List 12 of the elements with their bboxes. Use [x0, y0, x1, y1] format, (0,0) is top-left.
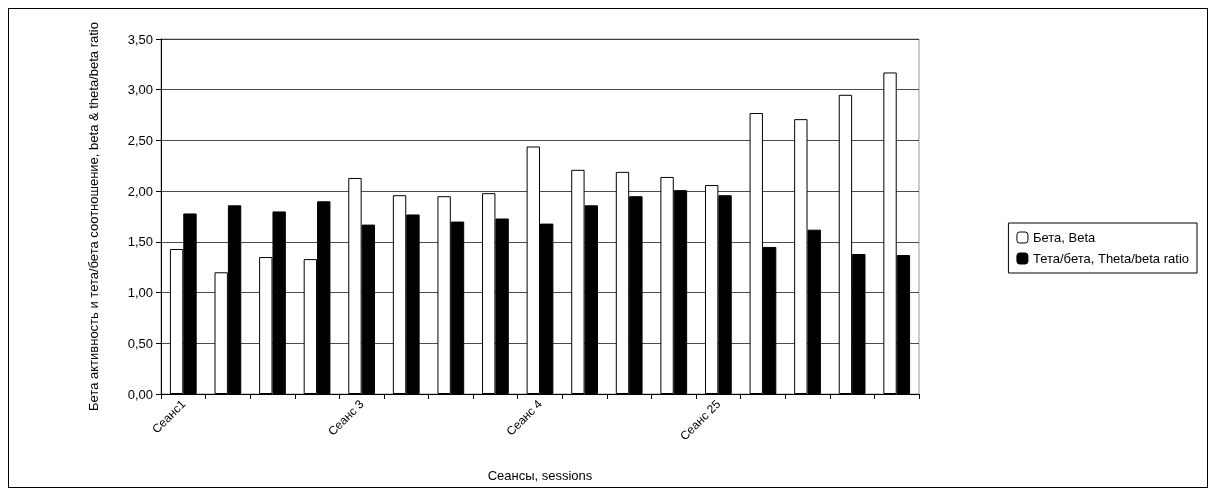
- y-tick-label: 1,00: [127, 285, 153, 301]
- y-tick-label: 3,00: [127, 82, 153, 98]
- y-axis-title: Бета активность и тета/бета соотношение, beta & theta/beta ratio: [85, 22, 101, 411]
- y-tick-label: 2,00: [127, 183, 153, 199]
- x-axis-title: Сеансы, sessions: [487, 468, 593, 483]
- legend-label: Тета/бета, Theta/beta ratio: [1032, 251, 1189, 266]
- y-tick-label: 3,50: [127, 31, 153, 47]
- legend-label: Бета, Beta: [1032, 230, 1097, 245]
- y-tick-label: 1,50: [127, 234, 153, 250]
- y-tick-label: 2,50: [127, 132, 153, 148]
- y-tick-label: 0,50: [127, 335, 153, 351]
- y-tick-label: 0,00: [127, 386, 153, 402]
